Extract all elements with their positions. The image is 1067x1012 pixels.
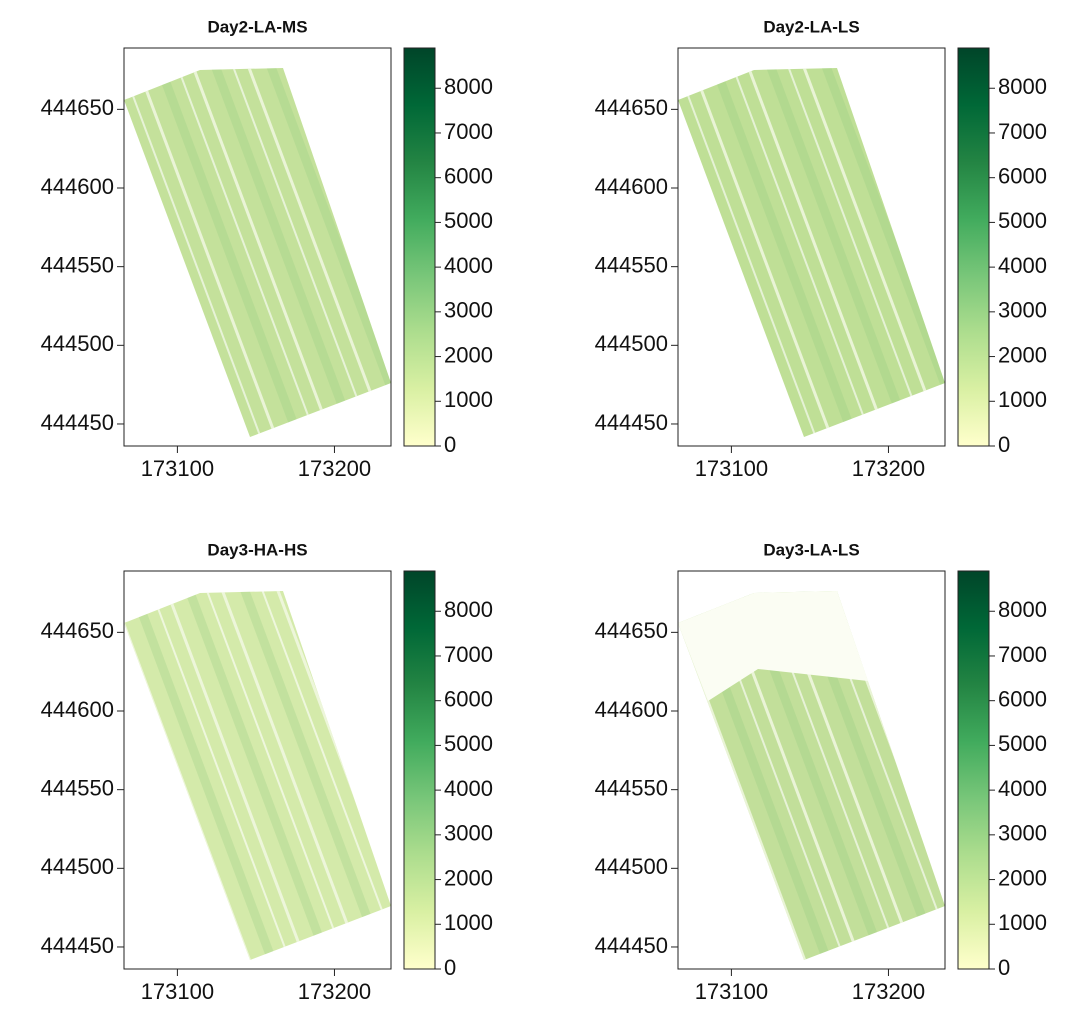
- colorbar-tick-label: 7000: [444, 642, 493, 667]
- y-tick-label: 444550: [41, 252, 114, 277]
- colorbar-tick-label: 6000: [444, 686, 493, 711]
- colorbar-tick-label: 0: [998, 955, 1010, 980]
- colorbar-tick-label: 7000: [998, 642, 1047, 667]
- y-tick-label: 444650: [41, 618, 114, 643]
- colorbar: [958, 571, 989, 969]
- x-tick-label: 173200: [298, 979, 371, 1004]
- y-tick-label: 444550: [595, 252, 668, 277]
- colorbar: [958, 48, 989, 446]
- colorbar-tick-label: 7000: [444, 119, 493, 144]
- colorbar-tick-label: 3000: [444, 821, 493, 846]
- colorbar-tick-label: 5000: [444, 731, 493, 756]
- colorbar-tick-label: 1000: [998, 387, 1047, 412]
- colorbar-tick-label: 8000: [444, 597, 493, 622]
- colorbar: [404, 48, 435, 446]
- x-tick-label: 173100: [695, 456, 768, 481]
- x-tick-label: 173100: [695, 979, 768, 1004]
- y-tick-label: 444500: [41, 854, 114, 879]
- colorbar-tick-label: 1000: [998, 910, 1047, 935]
- colorbar-tick-label: 4000: [444, 776, 493, 801]
- y-tick-label: 444550: [41, 775, 114, 800]
- y-tick-label: 444600: [595, 697, 668, 722]
- colorbar-tick-label: 7000: [998, 119, 1047, 144]
- colorbar-tick-label: 0: [444, 955, 456, 980]
- y-tick-label: 444650: [595, 618, 668, 643]
- y-tick-label: 444600: [41, 697, 114, 722]
- x-tick-label: 173200: [852, 456, 925, 481]
- y-tick-label: 444500: [595, 331, 668, 356]
- y-tick-label: 444600: [41, 174, 114, 199]
- colorbar-tick-label: 5000: [998, 731, 1047, 756]
- colorbar-tick-label: 4000: [998, 253, 1047, 278]
- panel-title: Day3-HA-HS: [207, 540, 307, 559]
- colorbar-tick-label: 0: [998, 432, 1010, 457]
- x-tick-label: 173100: [141, 979, 214, 1004]
- colorbar-tick-label: 3000: [444, 298, 493, 323]
- colorbar-tick-label: 2000: [998, 865, 1047, 890]
- colorbar-tick-label: 3000: [998, 821, 1047, 846]
- colorbar-tick-label: 4000: [444, 253, 493, 278]
- colorbar-tick-label: 6000: [998, 163, 1047, 188]
- y-tick-label: 444600: [595, 174, 668, 199]
- colorbar-tick-label: 1000: [444, 387, 493, 412]
- colorbar-tick-label: 5000: [444, 208, 493, 233]
- colorbar-tick-label: 4000: [998, 776, 1047, 801]
- colorbar-tick-label: 5000: [998, 208, 1047, 233]
- y-tick-label: 444650: [595, 95, 668, 120]
- x-tick-label: 173200: [852, 979, 925, 1004]
- panel-title: Day2-LA-MS: [207, 17, 307, 36]
- colorbar-tick-label: 3000: [998, 298, 1047, 323]
- colorbar-tick-label: 8000: [444, 74, 493, 99]
- y-tick-label: 444450: [595, 410, 668, 435]
- colorbar-tick-label: 0: [444, 432, 456, 457]
- y-tick-label: 444500: [41, 331, 114, 356]
- y-tick-label: 444450: [41, 410, 114, 435]
- colorbar-tick-label: 1000: [444, 910, 493, 935]
- colorbar-tick-label: 8000: [998, 74, 1047, 99]
- colorbar-tick-label: 2000: [444, 342, 493, 367]
- field-texture: [124, 591, 391, 960]
- colorbar-tick-label: 6000: [998, 686, 1047, 711]
- field-texture: [678, 68, 945, 437]
- panel-title: Day3-LA-LS: [763, 540, 859, 559]
- field-texture: [124, 68, 391, 437]
- colorbar: [404, 571, 435, 969]
- figure: Day2-LA-MS 173100 173200 444450 444500 444550…: [0, 0, 1067, 1012]
- panel-title: Day2-LA-LS: [763, 17, 859, 36]
- colorbar-tick-label: 2000: [998, 342, 1047, 367]
- y-tick-label: 444450: [595, 933, 668, 958]
- y-tick-label: 444450: [41, 933, 114, 958]
- colorbar-tick-label: 2000: [444, 865, 493, 890]
- colorbar-tick-label: 6000: [444, 163, 493, 188]
- y-tick-label: 444650: [41, 95, 114, 120]
- colorbar-tick-label: 8000: [998, 597, 1047, 622]
- x-tick-label: 173100: [141, 456, 214, 481]
- y-tick-label: 444500: [595, 854, 668, 879]
- y-tick-label: 444550: [595, 775, 668, 800]
- x-tick-label: 173200: [298, 456, 371, 481]
